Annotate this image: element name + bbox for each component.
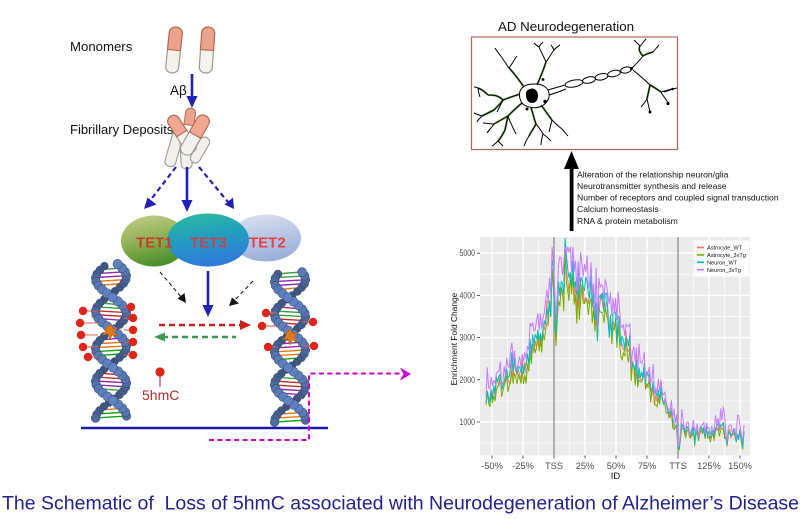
svg-text:25%: 25% (576, 461, 595, 471)
svg-text:TET2: TET2 (249, 235, 286, 252)
svg-text:3000: 3000 (460, 333, 476, 344)
svg-text:Alteration of the relationship: Alteration of the relationship neuron/gl… (577, 169, 729, 179)
svg-text:150%: 150% (728, 461, 752, 471)
svg-text:TET1: TET1 (136, 235, 173, 252)
svg-text:Neurotransmitter synthesis and: Neurotransmitter synthesis and release (577, 181, 727, 191)
svg-text:5000: 5000 (460, 248, 476, 259)
svg-text:Neuron_WT: Neuron_WT (707, 261, 738, 267)
svg-text:50%: 50% (607, 461, 626, 471)
svg-text:4000: 4000 (460, 290, 476, 301)
svg-text:TTS: TTS (669, 461, 687, 471)
svg-text:-50%: -50% (481, 461, 503, 471)
svg-text:Calcium homeostasis: Calcium homeostasis (577, 204, 659, 214)
svg-text:Aβ: Aβ (170, 83, 187, 98)
svg-text:Number of receptors and couple: Number of receptors and coupled signal t… (577, 193, 779, 203)
svg-text:75%: 75% (638, 461, 657, 471)
svg-text:-25%: -25% (512, 461, 534, 471)
svg-text:Fibrillary Deposits: Fibrillary Deposits (70, 122, 174, 137)
svg-text:5hmC: 5hmC (142, 387, 179, 403)
svg-text:The Schematic of Loss of 5hmC: The Schematic of Loss of 5hmC associated… (2, 493, 799, 515)
svg-text:1000: 1000 (460, 417, 476, 428)
svg-text:Astrocyte_3xTg: Astrocyte_3xTg (707, 253, 746, 259)
svg-text:Neuron_3xTg: Neuron_3xTg (707, 268, 741, 274)
svg-text:2000: 2000 (460, 375, 476, 386)
svg-text:ID: ID (611, 471, 621, 482)
svg-text:TSS: TSS (545, 461, 563, 471)
svg-text:AD Neurodegeneration: AD Neurodegeneration (498, 19, 634, 34)
svg-text:Enrichment Fold Change: Enrichment Fold Change (449, 292, 459, 385)
svg-text:Monomers: Monomers (70, 39, 133, 54)
svg-text:Astrocyte_WT: Astrocyte_WT (707, 246, 743, 252)
svg-text:TET3: TET3 (190, 235, 227, 252)
svg-text:RNA & protein metabolism: RNA & protein metabolism (577, 216, 678, 226)
svg-text:125%: 125% (697, 461, 721, 471)
